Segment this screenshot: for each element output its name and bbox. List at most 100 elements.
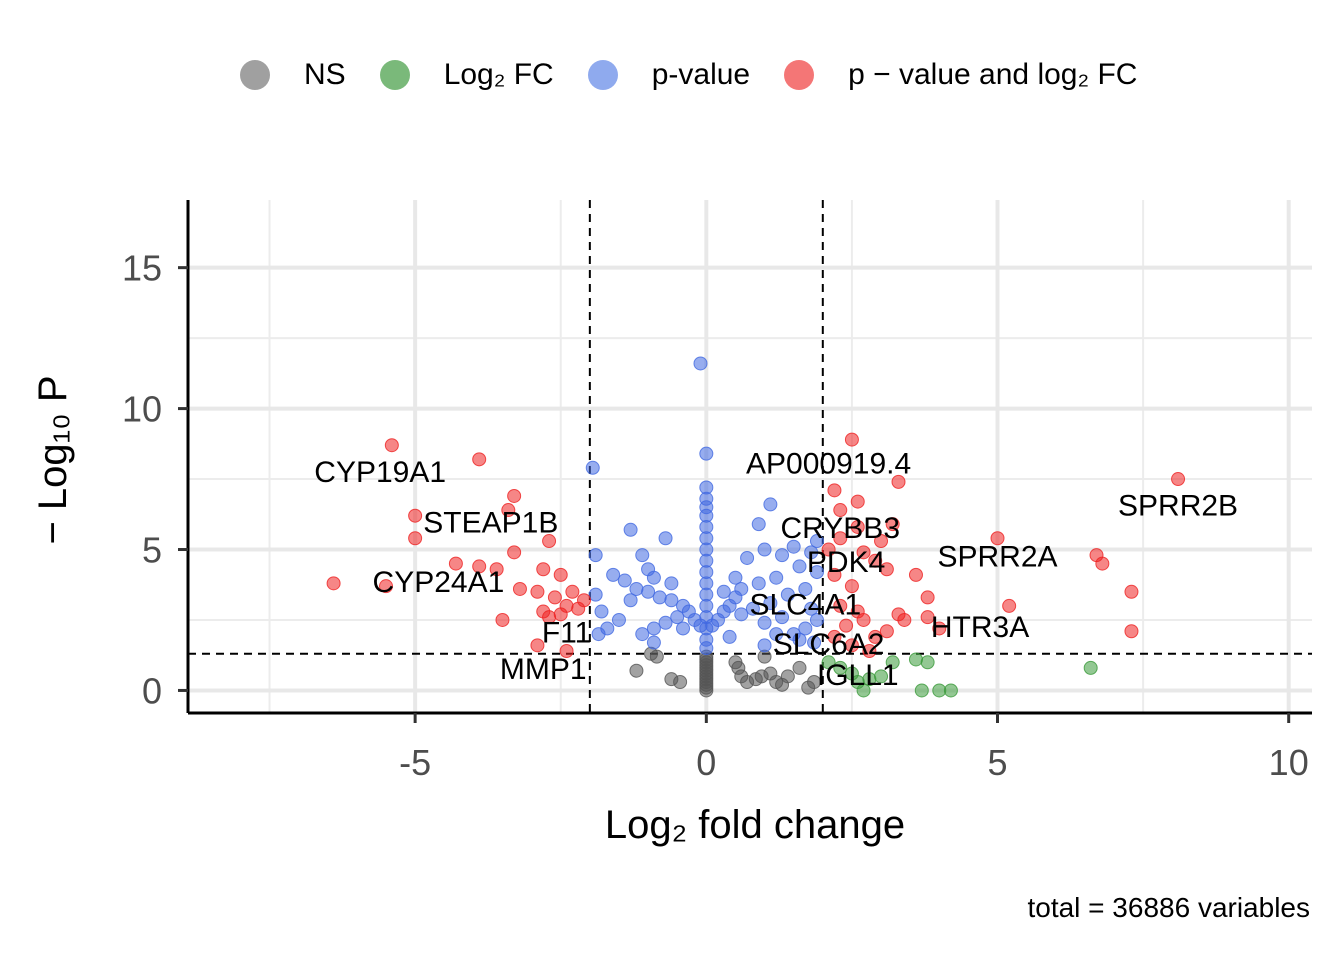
point-pvalue <box>646 635 661 650</box>
point-ns <box>780 669 795 684</box>
y-tick-label: 5 <box>142 530 162 571</box>
point-both <box>839 618 854 633</box>
point-pvalue <box>792 632 807 647</box>
legend-item: p-value <box>587 58 751 92</box>
point-both <box>844 579 859 594</box>
point-pvalue <box>606 567 621 582</box>
caption: total = 36886 variables <box>1027 892 1310 923</box>
point-pvalue <box>652 590 667 605</box>
point-pvalue <box>786 539 801 554</box>
point-log2fc <box>885 655 900 670</box>
point-log2fc <box>874 669 889 684</box>
point-pvalue <box>798 621 813 636</box>
point-both <box>1124 624 1139 639</box>
point-pvalue <box>664 576 679 591</box>
point-both <box>489 562 504 577</box>
legend-item: p − value and log₂ FC <box>784 58 1137 92</box>
x-tick-label: -5 <box>399 742 431 783</box>
point-both <box>542 610 557 625</box>
y-axis-title: − Log₁₀ P <box>31 375 75 544</box>
point-pvalue <box>734 607 749 622</box>
legend-label: p − value and log₂ FC <box>848 58 1138 91</box>
legend-item: NS <box>240 58 346 92</box>
point-pvalue <box>611 612 626 627</box>
point-both <box>932 621 947 636</box>
point-pvalue <box>658 615 673 630</box>
point-pvalue <box>769 627 784 642</box>
y-tick-label: 10 <box>122 389 162 430</box>
point-both <box>1171 472 1186 487</box>
point-both <box>821 542 836 557</box>
legend-label: p-value <box>651 58 751 91</box>
point-both <box>384 438 399 453</box>
point-both <box>908 567 923 582</box>
point-log2fc <box>833 660 848 675</box>
point-both <box>827 483 842 498</box>
point-pvalue <box>588 587 603 602</box>
point-ns <box>673 674 688 689</box>
point-both <box>850 519 865 534</box>
gene-label: STEAP1B <box>423 507 558 540</box>
point-log2fc <box>856 683 871 698</box>
point-pvalue <box>623 593 638 608</box>
point-both <box>536 562 551 577</box>
grid-lines <box>188 200 1312 713</box>
point-ns <box>792 660 807 675</box>
point-pvalue <box>809 534 824 549</box>
point-pvalue <box>804 601 819 616</box>
legend-swatch <box>240 60 270 90</box>
point-pvalue <box>769 570 784 585</box>
legend-label: NS <box>304 58 346 91</box>
point-both <box>920 590 935 605</box>
x-tick-label: 5 <box>987 742 1007 783</box>
point-both <box>530 638 545 653</box>
point-pvalue <box>693 356 708 371</box>
point-pvalue <box>745 601 760 616</box>
gene-label: MMP1 <box>500 653 587 686</box>
point-both <box>542 534 557 549</box>
point-pvalue <box>751 576 766 591</box>
point-pvalue <box>693 618 708 633</box>
point-both <box>1124 584 1139 599</box>
point-both <box>844 432 859 447</box>
point-pvalue <box>740 550 755 565</box>
point-both <box>897 612 912 627</box>
cutoff-lines <box>188 200 1312 713</box>
point-both <box>571 601 586 616</box>
point-both <box>559 643 574 658</box>
point-both <box>891 474 906 489</box>
point-both <box>879 624 894 639</box>
gene-label: AP000919.4 <box>746 447 911 480</box>
gene-label: HTR3A <box>931 611 1029 644</box>
legend-swatch <box>587 60 618 90</box>
point-log2fc <box>1083 660 1098 675</box>
point-ns <box>649 649 664 664</box>
point-both <box>501 503 516 518</box>
point-both <box>448 556 463 571</box>
point-both <box>547 590 562 605</box>
point-pvalue <box>676 621 691 636</box>
legend: NS Log₂ FC p-value p − value and log₂ FC <box>240 58 1171 92</box>
point-both <box>874 534 889 549</box>
point-pvalue <box>716 584 731 599</box>
x-axis-title: Log₂ fold change <box>605 803 905 847</box>
point-pvalue <box>641 584 656 599</box>
point-pvalue <box>705 618 720 633</box>
point-both <box>507 545 522 560</box>
point-both <box>868 629 883 644</box>
point-both <box>844 638 859 653</box>
point-both <box>856 545 871 560</box>
point-pvalue <box>757 615 772 630</box>
point-both <box>833 598 848 613</box>
point-pvalue <box>792 559 807 574</box>
point-pvalue <box>809 612 824 627</box>
point-both <box>507 488 522 503</box>
point-pvalue <box>804 545 819 560</box>
point-ns <box>629 663 644 678</box>
point-pvalue <box>623 522 638 537</box>
point-pvalue <box>757 638 772 653</box>
point-ns <box>807 674 822 689</box>
point-pvalue <box>658 531 673 546</box>
point-pvalue <box>763 497 778 512</box>
